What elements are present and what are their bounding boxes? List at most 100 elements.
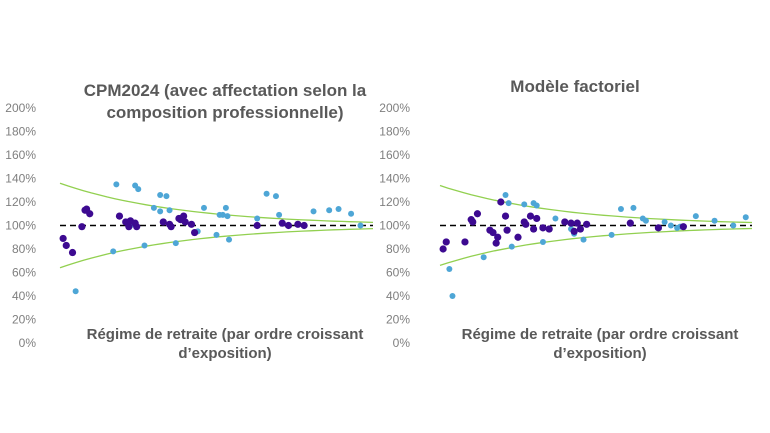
data-point-light	[157, 208, 164, 215]
data-point-light	[172, 240, 179, 247]
data-point-dark	[253, 221, 261, 230]
data-point-dark	[679, 223, 687, 231]
data-point-dark	[576, 225, 584, 233]
data-point-light	[110, 248, 117, 255]
data-point-dark	[545, 225, 553, 233]
data-point-dark	[473, 210, 482, 218]
data-point-light	[200, 204, 207, 211]
data-point-light	[326, 207, 333, 214]
lower-band-line	[439, 227, 753, 267]
data-point-light	[163, 193, 170, 200]
data-point-dark	[494, 233, 502, 241]
y-tick-label: 200%	[5, 101, 36, 115]
data-point-light	[630, 204, 637, 211]
y-tick-label: 200%	[379, 101, 410, 115]
data-point-dark	[503, 226, 511, 234]
data-point-dark	[530, 225, 538, 233]
data-point-dark	[294, 220, 302, 228]
data-point-dark	[533, 214, 541, 223]
data-point-dark	[181, 218, 189, 226]
y-tick-label: 20%	[12, 313, 36, 327]
data-point-light	[642, 217, 649, 224]
y-tick-label: 180%	[379, 125, 410, 139]
y-tick-label: 140%	[379, 172, 410, 186]
data-point-dark	[62, 241, 70, 250]
data-point-light	[742, 214, 749, 221]
data-point-dark	[567, 219, 575, 227]
upper-band-line	[59, 182, 374, 224]
data-point-dark	[159, 218, 167, 226]
data-point-dark	[501, 212, 510, 220]
data-point-dark	[489, 228, 497, 237]
data-point-dark	[167, 223, 175, 231]
data-point-dark	[278, 219, 286, 227]
y-tick-label: 60%	[12, 266, 36, 280]
data-point-dark	[497, 198, 505, 206]
data-point-dark	[190, 228, 199, 237]
data-point-dark	[626, 219, 634, 227]
data-point-light	[135, 186, 142, 193]
data-point-light	[617, 206, 624, 213]
data-point-dark	[514, 233, 522, 241]
chart-title: CPM2024 (avec affectation selon la compo…	[83, 81, 367, 122]
data-point-dark	[492, 239, 500, 247]
data-point-light	[157, 191, 164, 198]
data-point-dark	[573, 219, 581, 227]
data-point-light	[480, 254, 487, 261]
data-point-light	[348, 210, 355, 217]
y-tick-label: 0%	[19, 336, 37, 350]
chart-plot-area: 0% 20% 40% 60% 80% 100% 120% 140% 160% 180% 200%	[5, 101, 374, 350]
data-point-light	[263, 190, 270, 197]
data-point-light	[533, 202, 540, 209]
y-tick-label: 60%	[386, 266, 410, 280]
data-point-dark	[68, 248, 77, 257]
data-point-light	[272, 193, 279, 200]
data-point-dark	[125, 223, 133, 231]
data-point-dark	[561, 218, 569, 226]
y-tick-label: 120%	[379, 195, 410, 209]
data-point-light	[141, 242, 148, 249]
chart-panel-left: CPM2024 (avec affectation selon la compo…	[5, 81, 374, 362]
data-point-light	[539, 238, 546, 245]
data-point-dark	[442, 238, 450, 246]
y-tick-label: 160%	[5, 148, 36, 162]
data-point-light	[502, 191, 509, 198]
data-point-light	[730, 222, 737, 229]
data-point-light	[446, 265, 453, 272]
y-tick-label: 80%	[12, 242, 36, 256]
data-point-light	[150, 204, 157, 211]
y-tick-label: 140%	[5, 172, 36, 186]
data-point-light	[276, 211, 283, 218]
data-point-light	[667, 222, 674, 229]
x-axis-label: Régime de retraite (par ordre croissant …	[86, 326, 364, 362]
data-point-dark	[115, 212, 124, 220]
data-point-light	[166, 207, 173, 214]
data-point-light	[113, 181, 120, 188]
data-point-light	[310, 208, 317, 215]
data-point-dark	[469, 218, 477, 226]
data-point-dark	[284, 221, 293, 230]
data-point-light	[224, 213, 231, 220]
data-point-dark	[439, 245, 447, 253]
data-point-light	[219, 211, 226, 218]
data-point-light	[580, 236, 587, 243]
data-point-dark	[583, 220, 591, 228]
data-point-dark	[570, 227, 578, 235]
data-point-light	[335, 206, 342, 213]
data-point-light	[552, 215, 559, 222]
data-point-light	[661, 218, 668, 225]
data-point-dark	[539, 224, 547, 232]
data-point-light	[72, 288, 79, 295]
chart-plot-area: 0% 20% 40% 60% 80% 100% 120% 140% 160% 180% 200%	[379, 101, 753, 350]
data-point-dark	[522, 220, 530, 228]
data-point-dark	[180, 212, 188, 220]
y-tick-label: 20%	[386, 313, 410, 327]
data-point-light	[222, 204, 229, 211]
y-tick-label: 100%	[379, 219, 410, 233]
y-tick-label: 80%	[386, 242, 410, 256]
data-point-dark	[187, 220, 196, 228]
y-tick-label: 40%	[12, 289, 36, 303]
data-point-light	[213, 231, 220, 238]
x-axis-label: Régime de retraite (par ordre croissant …	[461, 326, 739, 362]
data-point-light	[692, 213, 699, 220]
